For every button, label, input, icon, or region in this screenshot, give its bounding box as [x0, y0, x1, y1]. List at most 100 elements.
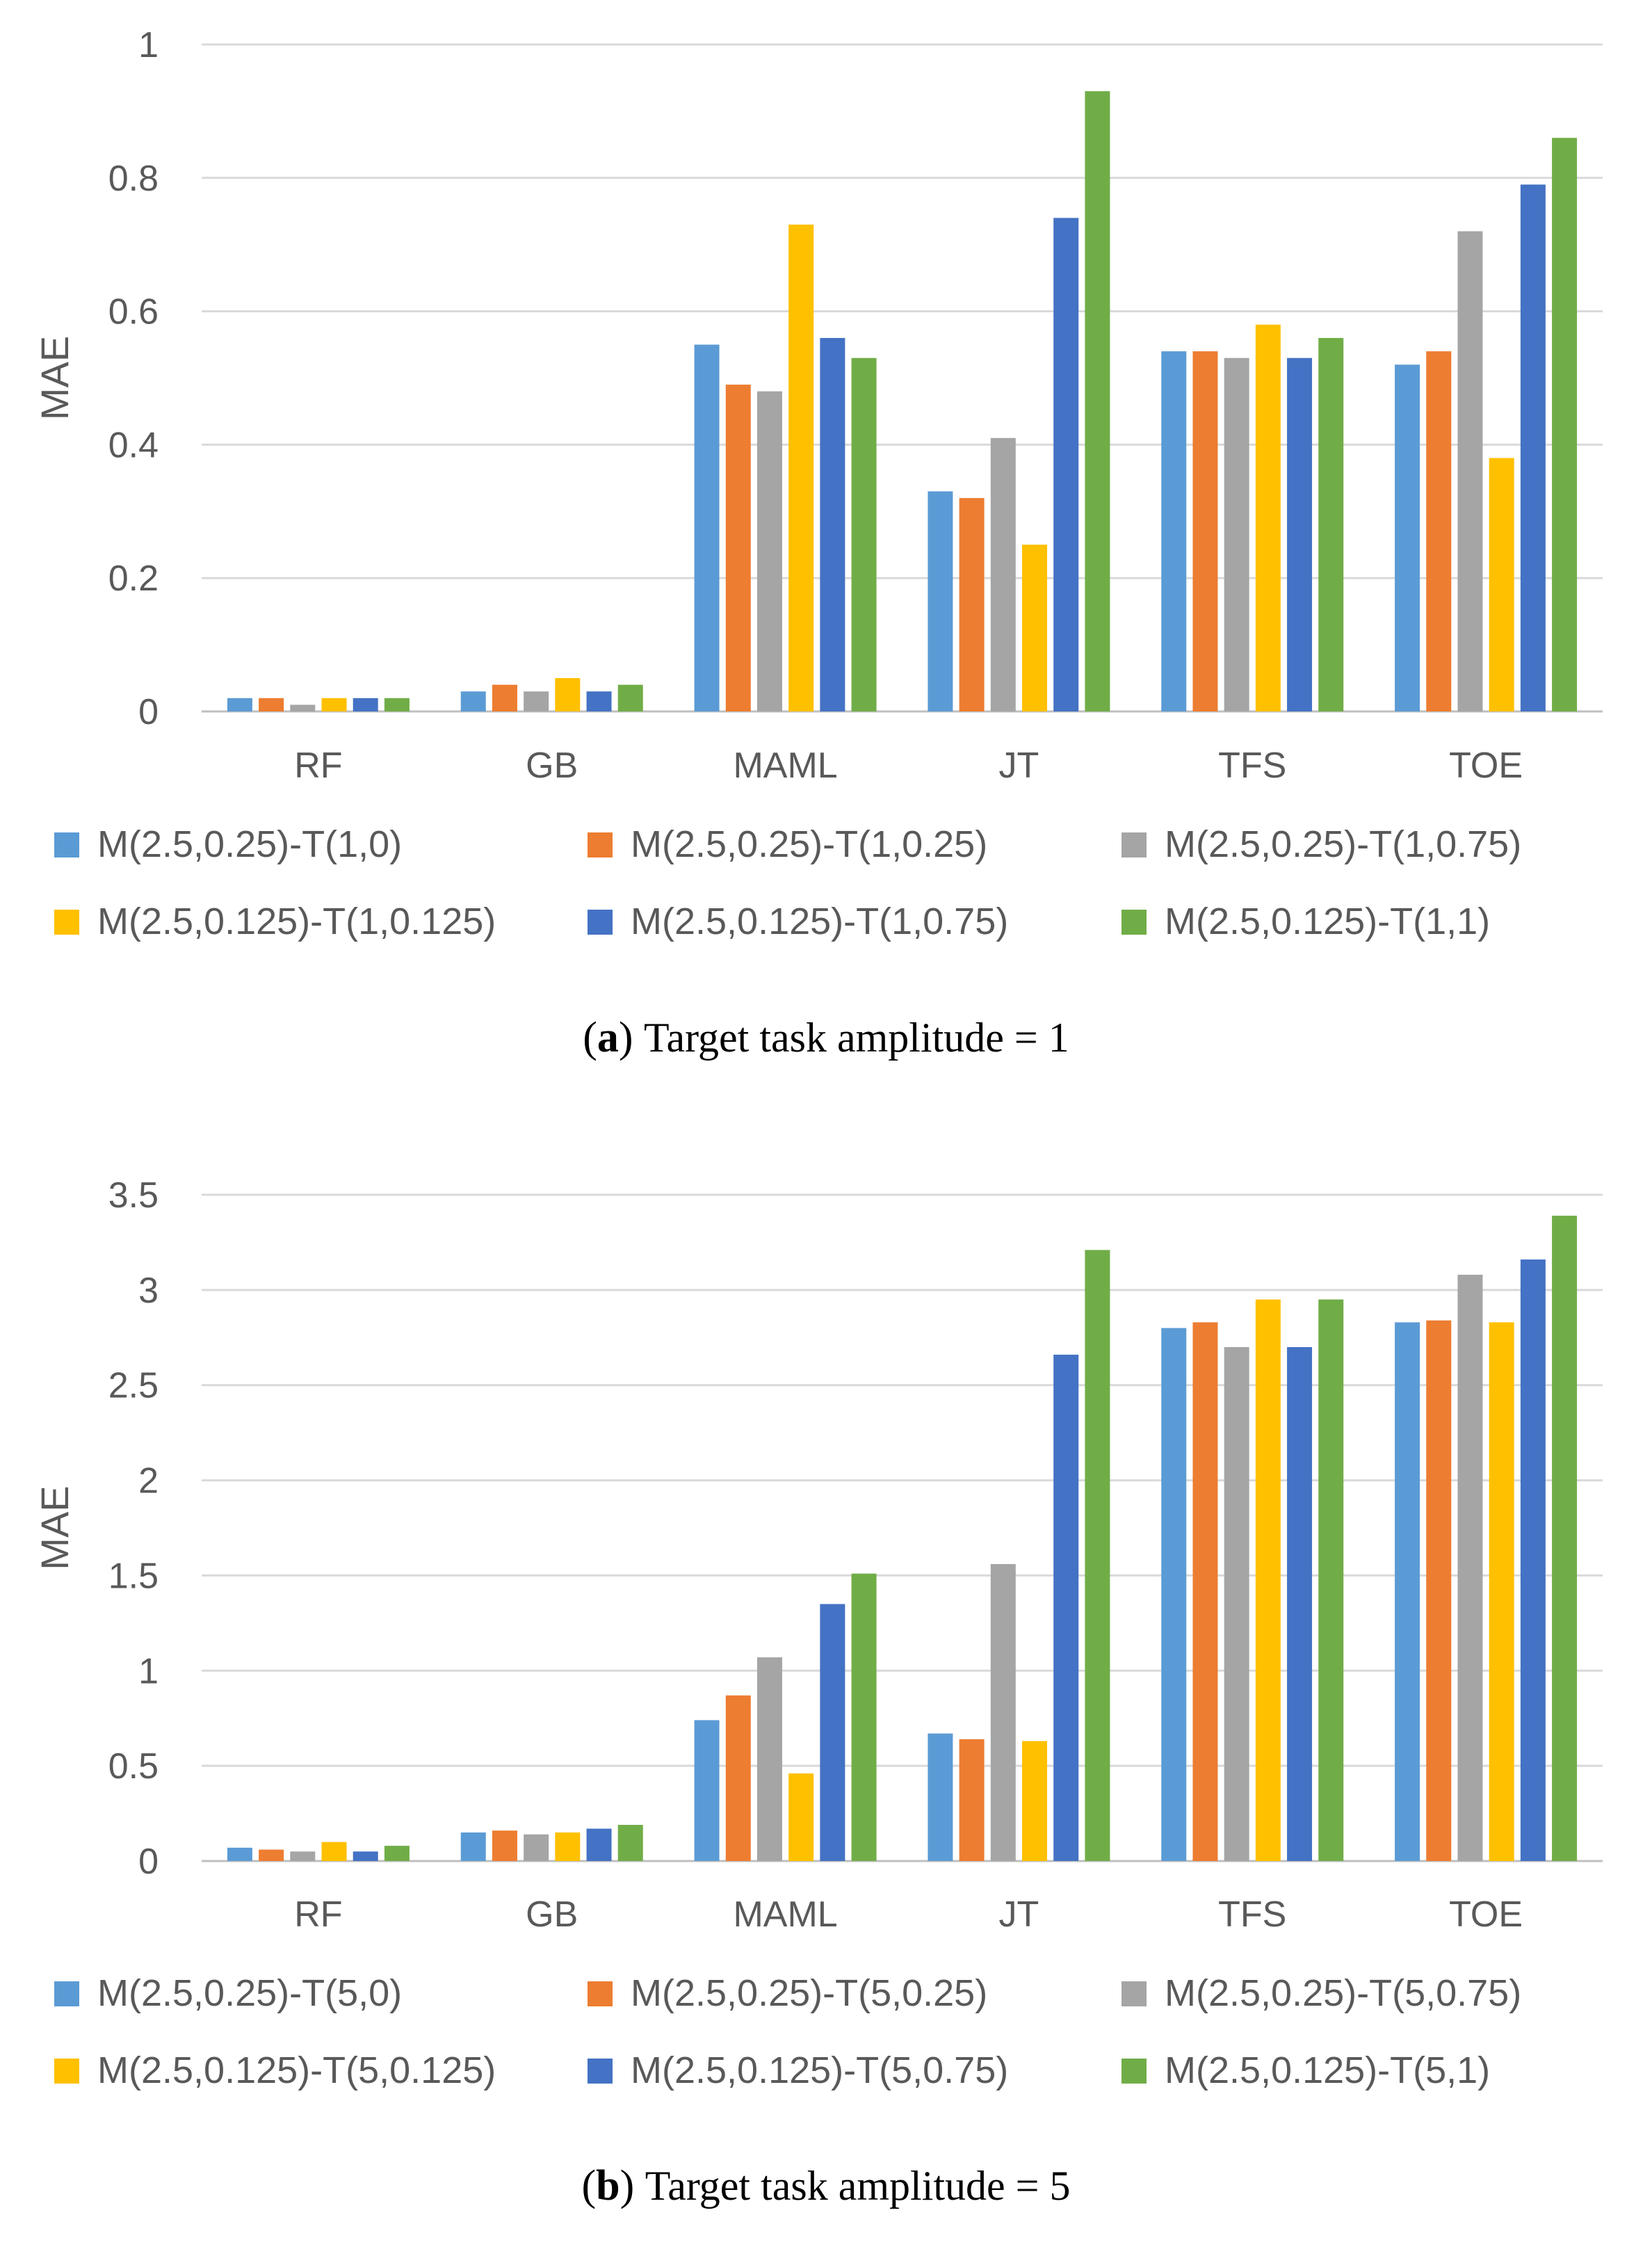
bar	[259, 1849, 284, 1861]
x-category-label: TFS	[1218, 1894, 1286, 1935]
bar	[1287, 1346, 1313, 1861]
x-category-label: RF	[294, 1894, 342, 1935]
x-category-label: MAML	[733, 746, 837, 786]
bar	[959, 1739, 985, 1861]
bar	[227, 698, 252, 711]
bar	[756, 391, 782, 711]
y-tick-label: 3	[138, 1271, 159, 1311]
legend-label: M(2.5,0.25)-T(1,0)	[97, 823, 402, 865]
legend-swatch	[54, 910, 79, 935]
bar	[1552, 1216, 1578, 1861]
bar	[384, 698, 410, 711]
bar	[820, 1604, 845, 1861]
figure-caption: (b) Target task amplitude = 5	[581, 2162, 1070, 2209]
legend-swatch	[588, 2059, 613, 2084]
bar	[1489, 1322, 1514, 1861]
caption-text: Target task amplitude = 1	[644, 1015, 1069, 1061]
y-tick-label: 2.5	[108, 1366, 159, 1406]
bar	[460, 1832, 486, 1861]
caption-panel-letter: b	[596, 2162, 620, 2209]
bar	[1255, 1299, 1281, 1861]
x-category-label: GB	[526, 746, 578, 786]
bar	[290, 1851, 316, 1861]
bar	[820, 337, 845, 712]
bar	[990, 437, 1016, 711]
bar	[1287, 357, 1313, 711]
bar	[725, 385, 751, 711]
legend-label: M(2.5,0.125)-T(5,0.125)	[97, 2049, 496, 2091]
bar	[1426, 351, 1452, 711]
y-tick-label: 3.5	[108, 1175, 159, 1216]
caption-text: Target task amplitude = 5	[645, 2163, 1071, 2209]
chart-panel-a: 0 0.2 0.4 0.6 0.8 1 MAE RF GB MAML JT TFS TOE M(2.5,0…	[33, 25, 1603, 1061]
bar	[524, 691, 549, 711]
chart-panel-b: 0 0.5 1 1.5 2 2.5 3 3.5 MAE RF GB MAML JT TFS TOE M(2.5…	[33, 1175, 1603, 2209]
legend-label: M(2.5,0.125)-T(5,1)	[1165, 2049, 1490, 2091]
bar	[586, 691, 612, 711]
legend-swatch	[1121, 832, 1147, 857]
y-axis-title: MAE	[33, 1485, 76, 1570]
bar	[492, 684, 517, 711]
caption-open-paren: (	[583, 1014, 597, 1061]
y-tick-label: 1.5	[108, 1556, 159, 1596]
x-category-label: MAML	[733, 1894, 837, 1935]
bar	[928, 491, 953, 711]
y-tick-label: 0	[138, 692, 159, 732]
legend-label: M(2.5,0.25)-T(1,0.75)	[1165, 823, 1521, 865]
y-tick-label: 1	[138, 1651, 159, 1691]
bar	[1552, 138, 1578, 711]
legend-swatch	[1121, 2059, 1147, 2084]
legend-swatch	[54, 832, 79, 857]
legend-swatch	[54, 1981, 79, 2006]
bar	[259, 698, 284, 711]
legend-swatch	[588, 910, 613, 935]
caption-open-paren: (	[581, 2162, 596, 2209]
bar	[1318, 337, 1344, 712]
bar	[1022, 545, 1048, 711]
legend-swatch	[1121, 1981, 1147, 2006]
y-tick-label: 0.8	[108, 159, 159, 199]
y-axis-title: MAE	[33, 336, 76, 420]
bar	[694, 344, 720, 711]
legend-swatch	[588, 832, 613, 857]
bar	[1520, 1259, 1546, 1861]
legend-label: M(2.5,0.125)-T(5,0.75)	[631, 2049, 1008, 2091]
legend-swatch	[54, 2059, 79, 2084]
x-category-label: GB	[526, 1894, 578, 1935]
bar	[1224, 357, 1249, 711]
bar	[788, 224, 814, 711]
bar	[1053, 1354, 1079, 1861]
legend-label: M(2.5,0.25)-T(1,0.25)	[631, 823, 987, 865]
bar	[321, 698, 347, 711]
y-tick-label: 0.4	[108, 425, 159, 465]
legend-label: M(2.5,0.25)-T(5,0.25)	[631, 1972, 987, 2014]
bar	[1318, 1299, 1344, 1861]
bar	[928, 1733, 953, 1861]
caption-close-paren: )	[619, 1014, 644, 1061]
y-tick-label: 1	[138, 25, 159, 65]
figure-caption: (a) Target task amplitude = 1	[583, 1014, 1069, 1061]
bar	[1053, 218, 1079, 712]
bar	[851, 357, 877, 711]
bar	[694, 1720, 720, 1861]
legend-label: M(2.5,0.25)-T(5,0)	[97, 1972, 402, 2014]
bar	[1426, 1320, 1452, 1861]
bar	[492, 1830, 517, 1861]
legend-label: M(2.5,0.25)-T(5,0.75)	[1165, 1972, 1521, 2014]
x-category-label: JT	[999, 1894, 1039, 1935]
x-category-label: TOE	[1449, 746, 1523, 786]
bar	[555, 1832, 581, 1861]
bar	[851, 1573, 877, 1861]
x-category-label: RF	[294, 746, 342, 786]
y-tick-label: 2	[138, 1461, 159, 1501]
bar	[586, 1828, 612, 1861]
bar	[1520, 184, 1546, 711]
caption-panel-letter: a	[597, 1014, 619, 1061]
bar	[290, 704, 316, 711]
bar	[524, 1834, 549, 1861]
bar	[1457, 231, 1483, 711]
y-tick-label: 0.5	[108, 1746, 159, 1787]
bar	[1255, 324, 1281, 711]
y-tick-label: 0.6	[108, 292, 159, 332]
bar	[1161, 351, 1187, 711]
